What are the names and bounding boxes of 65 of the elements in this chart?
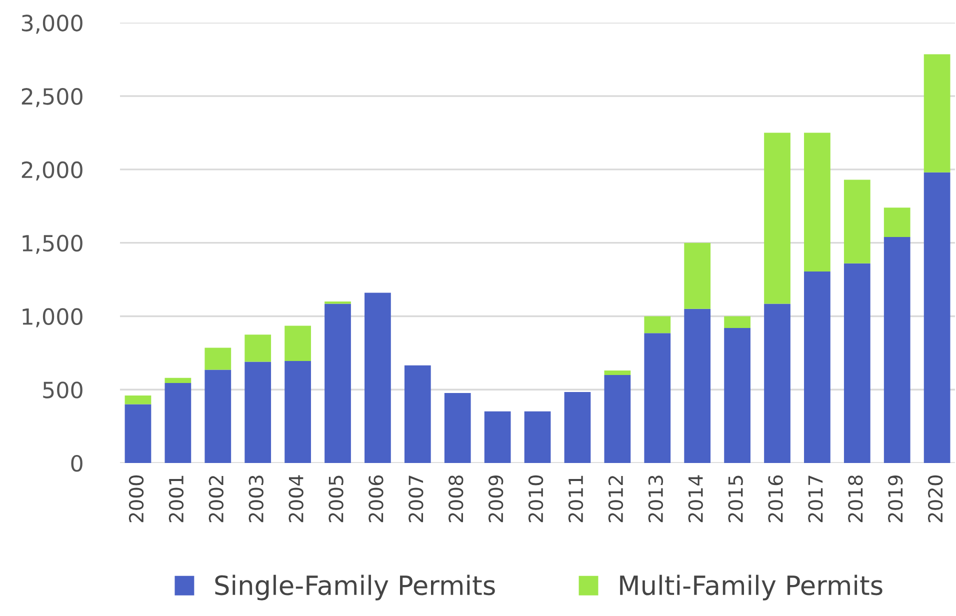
bar [764,304,790,463]
x-tick-label: 2012 [608,476,624,522]
bar [284,326,311,361]
bar [404,365,431,463]
y-tick-label: 3,000 [22,14,82,34]
x-tick-label: 2002 [208,476,224,522]
x-tick-label: 2001 [168,476,184,522]
y-tick-label: 2,000 [22,161,82,180]
bar [124,395,152,404]
legend-label: Multi-Family Permits [620,574,882,600]
bar [124,404,152,463]
bar [444,392,471,463]
bar [924,172,950,463]
bar [204,348,232,370]
y-tick-label: 500 [43,382,82,398]
bar [324,304,351,463]
bar [884,236,910,463]
x-tick-label: 2014 [688,475,703,522]
legend-label: Single-Family Permits [215,574,495,600]
bar [764,132,790,304]
bar [684,242,711,309]
x-tick-label: 2015 [728,476,743,522]
x-tick-label: 2009 [488,475,504,522]
x-tick-label: 2010 [528,475,544,522]
bar [524,411,551,463]
y-tick-label: 2,500 [22,88,82,108]
x-tick-label: 2019 [888,475,903,522]
bar [844,180,870,264]
bar [604,374,631,463]
bar [644,333,671,463]
bar [364,292,391,463]
x-tick-label: 2000 [128,475,144,522]
x-tick-label: 2005 [328,476,344,522]
bar [844,263,870,463]
x-tick-label: 2006 [368,475,384,522]
x-tick-label: 2007 [408,476,424,522]
bar [604,370,631,375]
bar [284,360,311,463]
bar [804,271,830,463]
x-tick-label: 2003 [248,476,264,522]
x-tick-label: 2020 [928,475,943,522]
bar [684,308,711,463]
bar [164,378,192,384]
bar [204,370,232,463]
bar [484,411,511,463]
bar [564,392,591,463]
x-tick-label: 2004 [288,475,304,522]
y-tick-label: 0 [71,454,82,472]
bar [244,362,272,463]
x-tick-label: 2018 [848,475,863,522]
bar [644,316,671,334]
x-tick-label: 2017 [808,476,823,522]
x-tick-label: 2016 [768,475,783,522]
bar [244,334,272,362]
bar [924,54,950,172]
bar [164,383,192,463]
x-tick-label: 2011 [568,476,584,522]
y-tick-label: 1,500 [22,234,82,254]
y-tick-label: 1,000 [22,308,82,328]
bar [804,132,830,272]
bar [884,208,910,237]
x-tick-label: 2008 [448,475,464,522]
bar [724,316,750,328]
x-tick-label: 2013 [648,476,664,522]
bar [724,328,750,463]
